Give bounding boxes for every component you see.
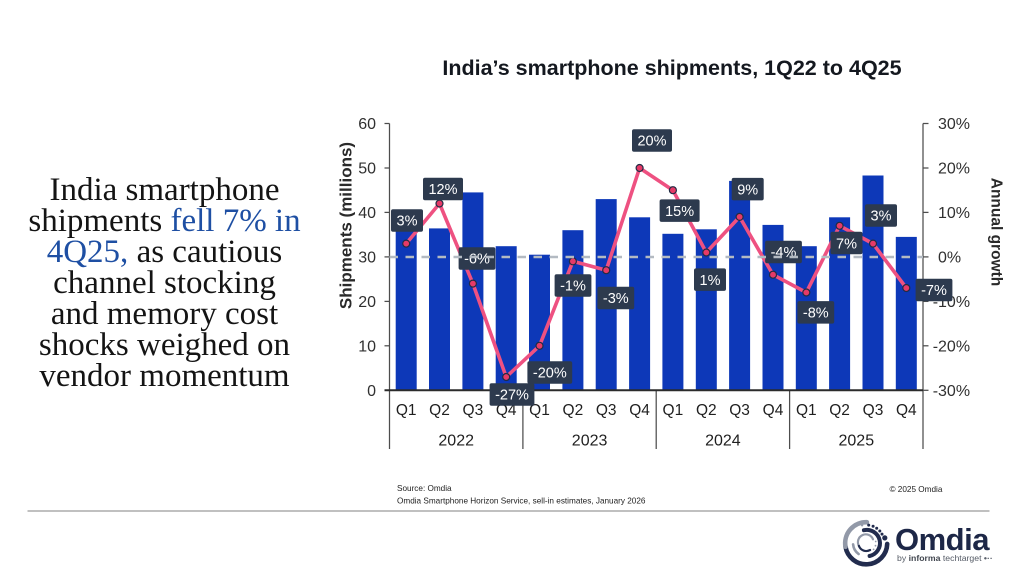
svg-text:and memory cost: and memory cost <box>51 296 278 332</box>
svg-text:-20%: -20% <box>533 366 567 382</box>
svg-text:-6%: -6% <box>464 252 490 268</box>
svg-text:Q2: Q2 <box>696 402 717 419</box>
svg-text:Q1: Q1 <box>529 402 550 419</box>
svg-text:Q4: Q4 <box>496 402 517 419</box>
svg-text:Q4: Q4 <box>763 402 784 419</box>
svg-text:-1%: -1% <box>560 279 586 295</box>
svg-text:2023: 2023 <box>572 433 608 450</box>
svg-text:Annual growth: Annual growth <box>988 178 1005 287</box>
svg-text:7%: 7% <box>836 236 857 252</box>
svg-text:2024: 2024 <box>705 433 741 450</box>
svg-text:0: 0 <box>367 383 376 400</box>
svg-text:30%: 30% <box>938 116 970 133</box>
svg-text:Q3: Q3 <box>463 402 484 419</box>
svg-text:-3%: -3% <box>603 291 629 307</box>
svg-text:15%: 15% <box>665 204 694 220</box>
svg-text:1%: 1% <box>700 273 721 289</box>
svg-text:2025: 2025 <box>839 433 875 450</box>
svg-text:9%: 9% <box>737 182 758 198</box>
svg-text:Shipments (millions): Shipments (millions) <box>337 142 356 309</box>
svg-text:3%: 3% <box>397 214 418 230</box>
svg-text:channel stocking: channel stocking <box>53 265 276 301</box>
svg-text:-27%: -27% <box>495 388 529 404</box>
svg-text:shipments fell 7% in: shipments fell 7% in <box>28 203 300 239</box>
svg-text:Q1: Q1 <box>796 402 817 419</box>
svg-text:Q1: Q1 <box>396 402 417 419</box>
svg-text:12%: 12% <box>428 182 457 198</box>
svg-text:Q1: Q1 <box>663 402 684 419</box>
svg-text:-30%: -30% <box>933 383 970 400</box>
svg-text:© 2025 Omdia: © 2025 Omdia <box>890 485 943 494</box>
svg-text:60: 60 <box>358 116 376 133</box>
svg-text:4Q25, as cautious: 4Q25, as cautious <box>47 234 283 270</box>
svg-text:by informa techtarget •··: by informa techtarget •·· <box>897 553 993 563</box>
svg-text:Omdia Smartphone Horizon Servi: Omdia Smartphone Horizon Service, sell-i… <box>397 497 646 506</box>
svg-text:Q4: Q4 <box>629 402 650 419</box>
svg-text:Q3: Q3 <box>596 402 617 419</box>
svg-text:20%: 20% <box>938 161 970 178</box>
svg-text:Source: Omdia: Source: Omdia <box>397 484 452 493</box>
svg-text:Q2: Q2 <box>429 402 450 419</box>
svg-text:shocks weighed on: shocks weighed on <box>39 327 290 363</box>
svg-text:-20%: -20% <box>933 338 970 355</box>
svg-text:vendor momentum: vendor momentum <box>39 358 290 394</box>
svg-text:-4%: -4% <box>771 245 797 261</box>
svg-text:India smartphone: India smartphone <box>49 172 279 208</box>
svg-text:10%: 10% <box>938 205 970 222</box>
svg-text:3%: 3% <box>871 209 892 225</box>
svg-text:10: 10 <box>358 338 376 355</box>
svg-text:-7%: -7% <box>921 283 947 299</box>
svg-text:Q3: Q3 <box>729 402 750 419</box>
svg-text:Q2: Q2 <box>829 402 850 419</box>
svg-text:India’s smartphone shipments,: India’s smartphone shipments, 1Q22 to 4Q… <box>442 56 901 80</box>
svg-text:20: 20 <box>358 294 376 311</box>
svg-text:Q3: Q3 <box>863 402 884 419</box>
svg-text:0%: 0% <box>938 249 961 266</box>
svg-text:Q2: Q2 <box>563 402 584 419</box>
svg-text:2022: 2022 <box>438 433 474 450</box>
svg-text:30: 30 <box>358 249 376 266</box>
svg-text:40: 40 <box>358 205 376 222</box>
svg-text:Q4: Q4 <box>896 402 917 419</box>
svg-text:Omdia: Omdia <box>895 522 990 557</box>
svg-text:20%: 20% <box>637 134 666 150</box>
svg-text:50: 50 <box>358 161 376 178</box>
svg-text:-8%: -8% <box>803 306 829 322</box>
